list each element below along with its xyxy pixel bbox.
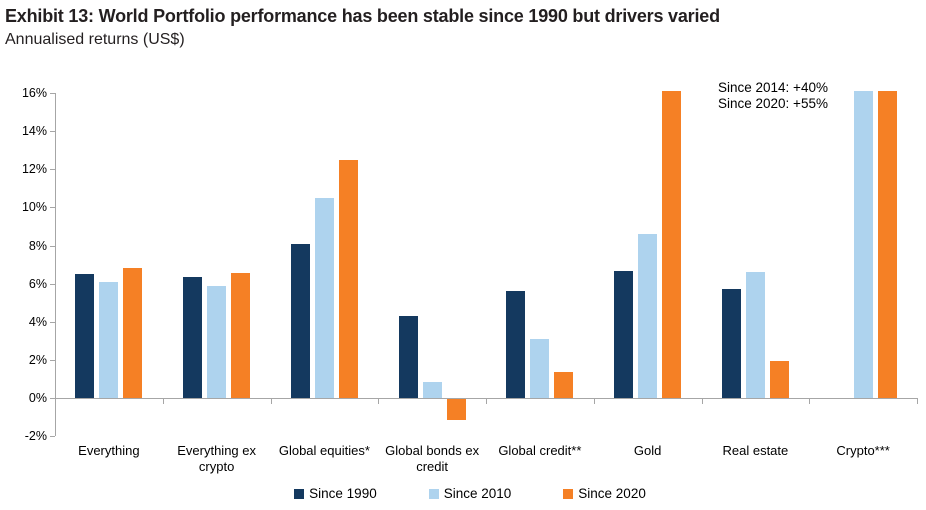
x-category-label-gold: Gold	[633, 443, 662, 458]
y-tick-mark	[50, 169, 55, 171]
legend-swatch-icon	[563, 488, 574, 499]
y-tick-label: 12%	[21, 162, 47, 177]
annotation-line-2: Since 2020: +55%	[718, 96, 828, 111]
x-tick-mark	[917, 399, 918, 404]
y-tick-mark	[50, 398, 55, 399]
legend-swatch-icon	[294, 488, 305, 499]
bar-since-2010-everything-ex-crypto	[207, 285, 227, 398]
x-category-label-crypto: Crypto***	[836, 443, 890, 458]
legend-item-since-2010: Since 2010	[428, 486, 512, 501]
y-tick-mark	[50, 321, 55, 323]
chart-subtitle: Annualised returns (US$)	[5, 31, 185, 48]
y-tick-mark	[50, 436, 55, 438]
bar-since-1990-everything	[75, 274, 95, 398]
bar-since-2010-everything	[99, 281, 119, 398]
y-tick-label: 10%	[21, 200, 47, 215]
x-category-label-global-bonds-ex-credit: Global bonds ex credit	[385, 443, 480, 474]
legend-label: Since 2020	[578, 486, 646, 501]
y-tick-label: -2%	[24, 429, 47, 444]
bar-since-1990-real-estate	[721, 289, 741, 398]
bar-since-2020-global-equities	[338, 159, 358, 398]
x-category-label-everything-ex-crypto: Everything ex crypto	[177, 443, 256, 474]
bar-since-2010-gold	[638, 234, 658, 398]
bar-since-2020-everything-ex-crypto	[231, 273, 251, 398]
bar-since-2010-real-estate	[745, 272, 765, 398]
bar-since-2020-crypto	[877, 91, 897, 398]
bar-since-2020-gold	[662, 91, 682, 398]
x-tick-mark	[701, 399, 703, 404]
y-tick-mark	[50, 245, 55, 247]
y-tick-label: 4%	[28, 314, 47, 329]
legend-swatch-icon	[428, 488, 439, 499]
y-tick-label: 14%	[21, 124, 47, 139]
x-tick-mark	[593, 399, 595, 404]
legend-label: Since 2010	[443, 486, 512, 501]
bar-since-1990-global-equities	[290, 243, 310, 398]
bar-since-2010-crypto	[853, 91, 873, 398]
x-axis-baseline	[55, 398, 918, 399]
bar-since-2020-everything	[123, 268, 143, 398]
y-axis-line	[55, 93, 56, 436]
bar-since-1990-global-credit	[506, 291, 526, 398]
y-tick-label: 8%	[28, 238, 47, 253]
bar-since-2010-global-bonds-ex-credit	[422, 381, 442, 398]
legend-label: Since 1990	[309, 486, 377, 501]
bar-since-1990-everything-ex-crypto	[183, 276, 203, 398]
bar-since-1990-global-bonds-ex-credit	[398, 316, 418, 398]
x-category-label-everything: Everything	[78, 443, 140, 458]
bar-since-2020-global-credit	[554, 372, 574, 398]
y-tick-mark	[50, 283, 55, 285]
y-tick-mark	[50, 131, 55, 133]
x-tick-mark	[378, 399, 380, 404]
x-category-label-global-equities: Global equities*	[278, 443, 370, 458]
y-tick-mark	[50, 359, 55, 361]
legend: Since 1990 Since 2010 Since 2020	[0, 486, 926, 501]
y-tick-label: 6%	[28, 276, 47, 291]
x-category-label-global-credit: Global credit**	[498, 443, 582, 458]
y-tick-mark	[50, 207, 55, 209]
bar-since-2010-global-credit	[530, 338, 550, 398]
y-tick-mark	[50, 93, 55, 94]
bar-since-1990-gold	[614, 271, 634, 398]
legend-item-since-1990: Since 1990	[294, 486, 377, 501]
annotation-line-1: Since 2014: +40%	[718, 80, 828, 95]
x-tick-mark	[270, 399, 272, 404]
y-tick-label: 2%	[28, 352, 47, 367]
bar-since-2020-global-bonds-ex-credit	[446, 399, 466, 420]
x-category-label-real-estate: Real estate	[722, 443, 789, 458]
y-tick-label: 16%	[21, 86, 47, 100]
legend-item-since-2020: Since 2020	[563, 486, 646, 501]
crypto-annotation: Since 2014: +40% Since 2020: +55%	[718, 80, 828, 112]
chart-title: Exhibit 13: World Portfolio performance …	[5, 6, 720, 26]
x-tick-mark	[162, 399, 164, 404]
x-tick-mark	[486, 399, 487, 404]
bar-since-2020-real-estate	[769, 360, 789, 398]
y-tick-label: 0%	[28, 391, 47, 405]
x-tick-mark	[809, 399, 811, 404]
bar-since-2010-global-equities	[314, 197, 334, 398]
